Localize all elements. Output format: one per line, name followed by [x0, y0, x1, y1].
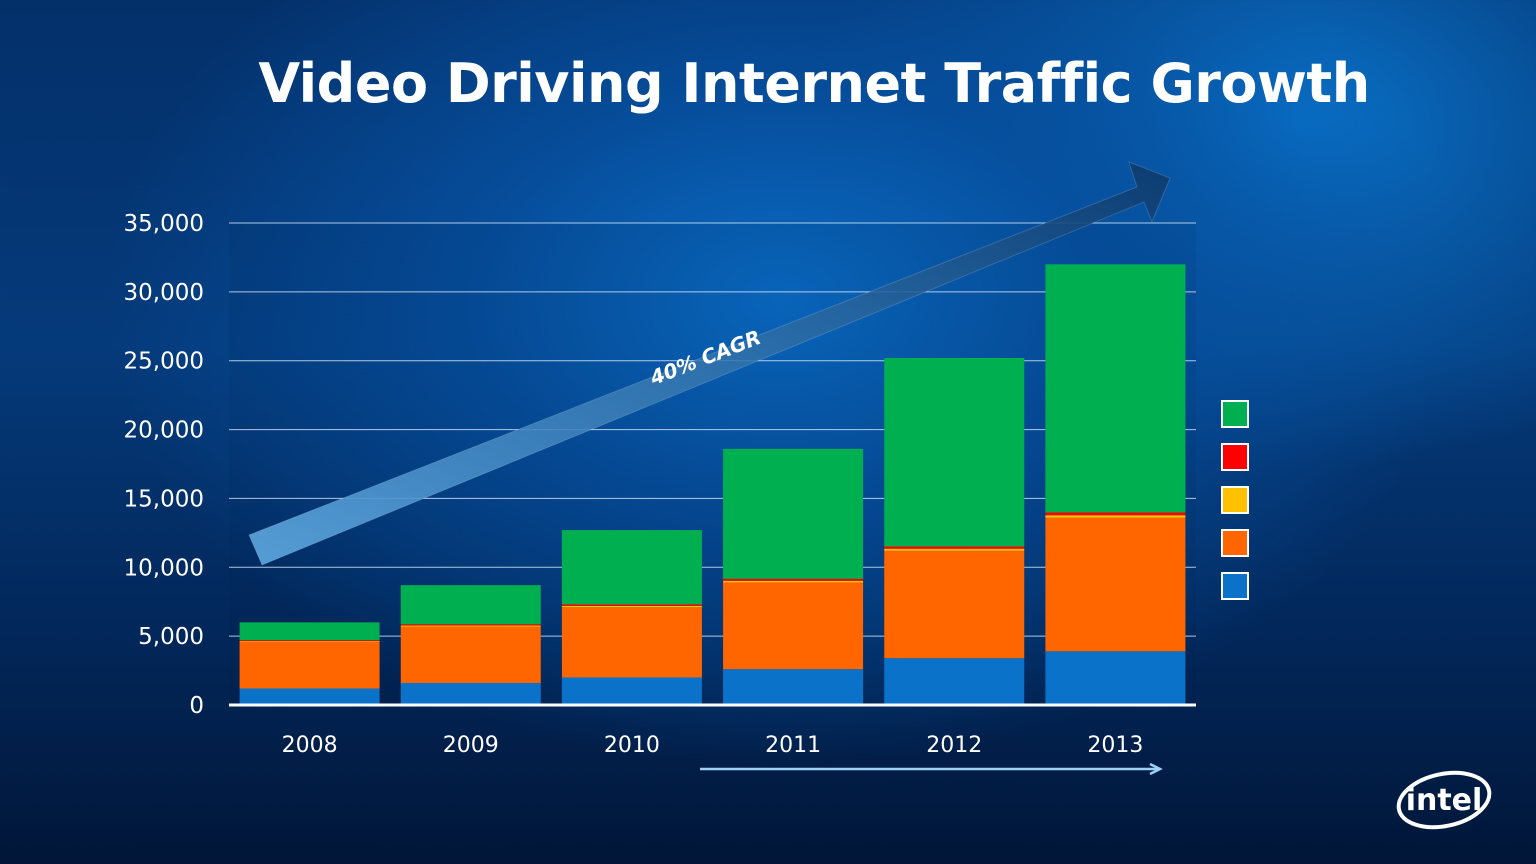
- bar-segment: [723, 669, 864, 705]
- bar-segment: [561, 607, 702, 678]
- legend-swatch: [1221, 400, 1249, 428]
- bar-segment: [400, 682, 541, 705]
- bar-segment: [239, 640, 380, 641]
- bar-segment: [723, 578, 864, 581]
- y-tick-label: 0: [189, 693, 204, 719]
- page-title: Video Driving Internet Traffic Growth: [258, 52, 1370, 115]
- y-tick-label: 5,000: [138, 624, 204, 650]
- x-category-label: 2008: [282, 733, 338, 758]
- x-category-label: 2013: [1087, 733, 1143, 758]
- y-tick-label: 30,000: [124, 280, 204, 306]
- legend-swatch: [1221, 443, 1249, 471]
- x-category-label: 2012: [926, 733, 982, 758]
- y-tick-label: 35,000: [124, 211, 204, 237]
- bar-segment: [561, 604, 702, 606]
- bar-segment: [1045, 512, 1186, 516]
- bar-segment: [400, 624, 541, 626]
- x-category-label: 2011: [765, 733, 821, 758]
- bar-segment: [239, 641, 380, 689]
- svg-text:intel: intel: [1406, 783, 1483, 818]
- bar-segment: [723, 448, 864, 579]
- bar-segment: [1045, 517, 1186, 652]
- bar-segment: [561, 677, 702, 705]
- bar-segment: [884, 658, 1025, 705]
- bar-segment: [400, 625, 541, 627]
- bar-segment: [723, 580, 864, 583]
- bar-segment: [723, 582, 864, 670]
- bar-segment: [1045, 264, 1186, 513]
- bar-segment: [1045, 515, 1186, 518]
- cagr-arrow: [248, 161, 1171, 566]
- bar-segment: [239, 640, 380, 642]
- timeline-arrow: [700, 762, 1163, 776]
- intel-logo: intel: [1396, 770, 1492, 830]
- x-category-label: 2010: [604, 733, 660, 758]
- y-tick-label: 10,000: [124, 555, 204, 581]
- bar-segment: [884, 357, 1025, 547]
- y-tick-label: 20,000: [124, 418, 204, 444]
- bar-segment: [239, 688, 380, 705]
- bar-segment: [239, 622, 380, 641]
- bar-segment: [1045, 651, 1186, 705]
- bar-segment: [884, 550, 1025, 659]
- bar-segment: [884, 546, 1025, 549]
- legend-swatch: [1221, 529, 1249, 557]
- bar-segment: [400, 626, 541, 683]
- bar-segment: [561, 530, 702, 605]
- bars: [239, 264, 1186, 705]
- gridlines: [229, 222, 1196, 637]
- plot-area: [229, 223, 1196, 705]
- legend-swatch: [1221, 486, 1249, 514]
- y-axis-tick-labels: 0 5,000 10,000 15,000 20,000 25,000 30,000 35,0…: [124, 211, 204, 719]
- y-tick-label: 25,000: [124, 349, 204, 375]
- legend-swatch: [1221, 572, 1249, 600]
- y-tick-label: 15,000: [124, 486, 204, 512]
- legend: [1221, 400, 1249, 600]
- bar-segment: [561, 605, 702, 608]
- bar-segment: [884, 548, 1025, 551]
- bar-segment: [400, 585, 541, 625]
- x-category-label: 2009: [443, 733, 499, 758]
- x-axis-category-labels: 2008 2009 2010 2011 2012 2013: [282, 733, 1144, 758]
